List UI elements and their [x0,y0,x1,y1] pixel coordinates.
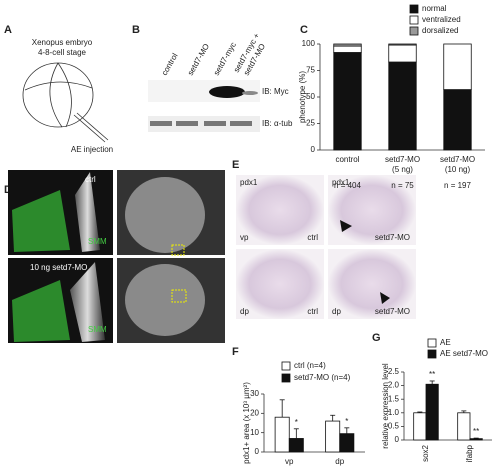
n-label: n = 75 [391,181,414,190]
legend-swatch [427,349,437,359]
y-tick-label: 30 [250,389,259,398]
caption: Xenopus embryo [32,38,93,47]
y-tick-label: 100 [302,39,316,48]
image-label: pdx1 [332,178,350,187]
lane-label: control [160,52,180,77]
y-tick-label: 0 [255,447,260,456]
legend-label: AE [440,338,451,347]
y-tick-label: 10 [250,428,259,437]
legend-label: ventralized [422,15,461,24]
bar-segment [388,43,417,46]
panel-label: A [4,24,12,36]
x-tick-label: ifabp [465,444,474,462]
image-label: ctrl [307,233,318,242]
panel-label: E [232,159,239,171]
y-axis-label: relative expression level [381,363,390,449]
image-label: dp [332,307,341,316]
bar-segment [388,61,417,151]
x-tick-label: vp [285,457,294,466]
legend-swatch [409,26,419,36]
y-tick-label: 0.5 [388,422,400,431]
y-tick-label: 50 [306,92,315,101]
y-axis-label: phenotype (%) [298,71,307,123]
blot-label: IB: Myc [262,87,289,96]
panel-label: F [232,346,239,358]
bar [339,433,355,453]
x-tick-label: setd7-MO [440,155,475,164]
bar-segment [333,45,362,53]
panel-label: G [372,332,381,344]
significance: ** [473,427,479,436]
y-tick-label: 2.5 [388,367,400,376]
panel-label: B [132,24,140,36]
legend-label: normal [422,4,447,13]
image-label: vp [240,233,249,242]
blot-label: IB: α-tub [262,119,293,128]
bar [425,383,439,441]
bar-segment [333,52,362,151]
y-tick-label: 75 [306,66,315,75]
legend-swatch [409,15,419,25]
bar-segment [333,43,362,47]
x-tick-label: (10 ng) [445,165,471,174]
bar-segment [443,89,472,151]
y-tick-label: 0 [395,435,400,444]
legend-label: setd7-MO (n=4) [294,373,351,382]
x-tick-label: sox2 [421,444,430,461]
significance: * [295,418,298,427]
x-tick-label: dp [335,457,344,466]
x-tick-label: control [335,155,359,164]
y-tick-label: 2.0 [388,381,400,390]
x-tick-label: (5 ng) [392,165,413,174]
y-axis-label: pdx1+ area (x 10³ µm²) [242,382,251,464]
bar-segment [443,43,472,90]
bar-segment [388,44,417,63]
bar [413,412,427,441]
y-tick-label: 1.5 [388,394,400,403]
y-tick-label: 1.0 [388,408,400,417]
caption: AE injection [71,145,113,154]
legend-swatch [427,338,437,348]
image-label: setd7-MO [375,233,410,242]
n-label: n = 197 [444,181,471,190]
image-label: dp [240,307,249,316]
significance: * [345,417,348,426]
panel-label: C [300,24,308,36]
legend-swatch [281,373,291,383]
histology [236,175,416,319]
bar [469,438,483,441]
y-tick-label: 0 [311,145,316,154]
legend-swatch [409,4,419,14]
image-label: 10 ng setd7-MO [30,263,87,272]
significance: ** [429,370,435,379]
caption: 4-8-cell stage [38,48,87,57]
image-label: ctrl [85,175,96,184]
legend-label: ctrl (n=4) [294,361,326,370]
y-tick-label: 20 [250,408,259,417]
image-label: pdx1 [240,178,258,187]
micrograph [8,170,225,343]
embryo [22,62,109,143]
bar [325,420,341,453]
n-label: n = 404 [334,181,361,190]
legend-swatch [281,361,291,371]
image-label: SMM [88,237,107,246]
lane-label: setd7-MO [186,42,211,77]
bar [288,438,304,453]
image-label: ctrl [307,307,318,316]
x-tick-label: setd7-MO [385,155,420,164]
legend-label: AE setd7-MO [440,349,488,358]
y-tick-label: 25 [306,119,315,128]
image-label: setd7-MO [375,307,410,316]
image-label: SMM [88,325,107,334]
bar [274,416,290,453]
legend-label: dorsalized [422,26,458,35]
bar [457,412,471,441]
blot [148,80,260,132]
